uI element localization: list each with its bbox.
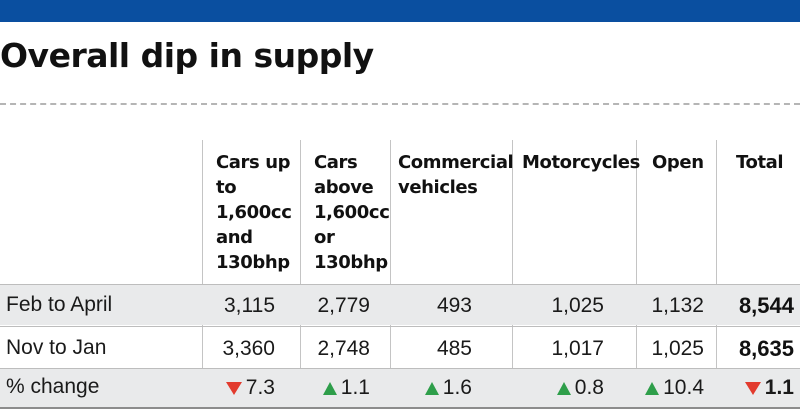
- table-cell: 1,132: [651, 294, 704, 317]
- header-line: Motorcycles: [522, 152, 640, 173]
- table-cell-total: 8,544: [738, 293, 794, 318]
- column-divider: [716, 140, 717, 408]
- page-title: Overall dip in supply: [0, 36, 374, 75]
- table-cell: 3,360: [222, 337, 275, 360]
- change-cell-total: 1.1: [744, 376, 794, 400]
- column-header-commercial-vehicles: Commercial vehicles: [398, 150, 514, 200]
- change-cell: 1.1: [322, 376, 370, 400]
- change-cell: 10.4: [645, 376, 704, 400]
- header-line: Open: [652, 152, 704, 173]
- header-line: Commercial: [398, 152, 514, 173]
- change-cell: 7.3: [225, 376, 275, 400]
- change-value: 1.6: [442, 376, 472, 399]
- triangle-up-icon: [322, 381, 337, 395]
- header-line: 130bhp: [216, 252, 290, 273]
- table-cell-total: 8,635: [738, 336, 794, 361]
- row-rule: [0, 326, 800, 327]
- column-divider: [390, 140, 391, 408]
- row-label: % change: [6, 375, 100, 398]
- change-cell: 0.8: [556, 376, 604, 400]
- table-cell: 1,025: [551, 294, 604, 317]
- table-cell: 3,115: [224, 294, 275, 317]
- table-cell: 1,017: [551, 337, 604, 360]
- table-bottom-rule: [0, 407, 800, 409]
- header-line: to: [216, 177, 237, 198]
- change-value: 1.1: [764, 376, 794, 399]
- table-row-shade: [0, 285, 800, 325]
- header-line: Cars: [314, 152, 358, 173]
- triangle-up-icon: [556, 381, 571, 395]
- change-value: 1.1: [340, 376, 370, 399]
- header-line: vehicles: [398, 177, 478, 198]
- column-divider: [202, 140, 203, 408]
- column-divider: [300, 140, 301, 408]
- header-line: above: [314, 177, 374, 198]
- top-accent-bar: [0, 0, 800, 22]
- header-line: 1,600cc: [314, 202, 390, 223]
- table-cell: 493: [436, 294, 472, 317]
- header-line: Cars up: [216, 152, 291, 173]
- table-cell: 2,779: [317, 294, 370, 317]
- row-label: Nov to Jan: [6, 336, 107, 359]
- column-header-motorcycles: Motorcycles: [522, 150, 640, 175]
- dashed-divider: [0, 103, 800, 105]
- change-cell: 1.6: [424, 376, 472, 400]
- header-line: 1,600cc: [216, 202, 292, 223]
- table-cell: 1,025: [651, 337, 704, 360]
- triangle-up-icon: [424, 381, 439, 395]
- change-value: 7.3: [245, 376, 275, 399]
- change-value: 0.8: [574, 376, 604, 399]
- column-divider: [636, 140, 637, 408]
- header-line: and: [216, 227, 253, 248]
- header-line: or: [314, 227, 335, 248]
- table-row-shade: [0, 369, 800, 407]
- table-cell: 485: [436, 337, 472, 360]
- triangle-down-icon: [225, 381, 242, 395]
- header-bottom-rule: [0, 284, 800, 285]
- triangle-down-icon: [744, 381, 761, 395]
- column-header-total: Total: [736, 150, 784, 175]
- table-cell: 2,748: [317, 337, 370, 360]
- header-line: 130bhp: [314, 252, 388, 273]
- header-line: Total: [736, 152, 784, 173]
- column-header-open: Open: [652, 150, 704, 175]
- row-label: Feb to April: [6, 293, 113, 316]
- column-header-cars-above-1600cc: Cars above 1,600cc or 130bhp: [314, 150, 390, 275]
- change-value: 10.4: [663, 376, 704, 399]
- column-divider: [512, 140, 513, 408]
- column-header-cars-up-to-1600cc: Cars up to 1,600cc and 130bhp: [216, 150, 292, 275]
- row-rule: [0, 368, 800, 369]
- triangle-up-icon: [645, 381, 660, 395]
